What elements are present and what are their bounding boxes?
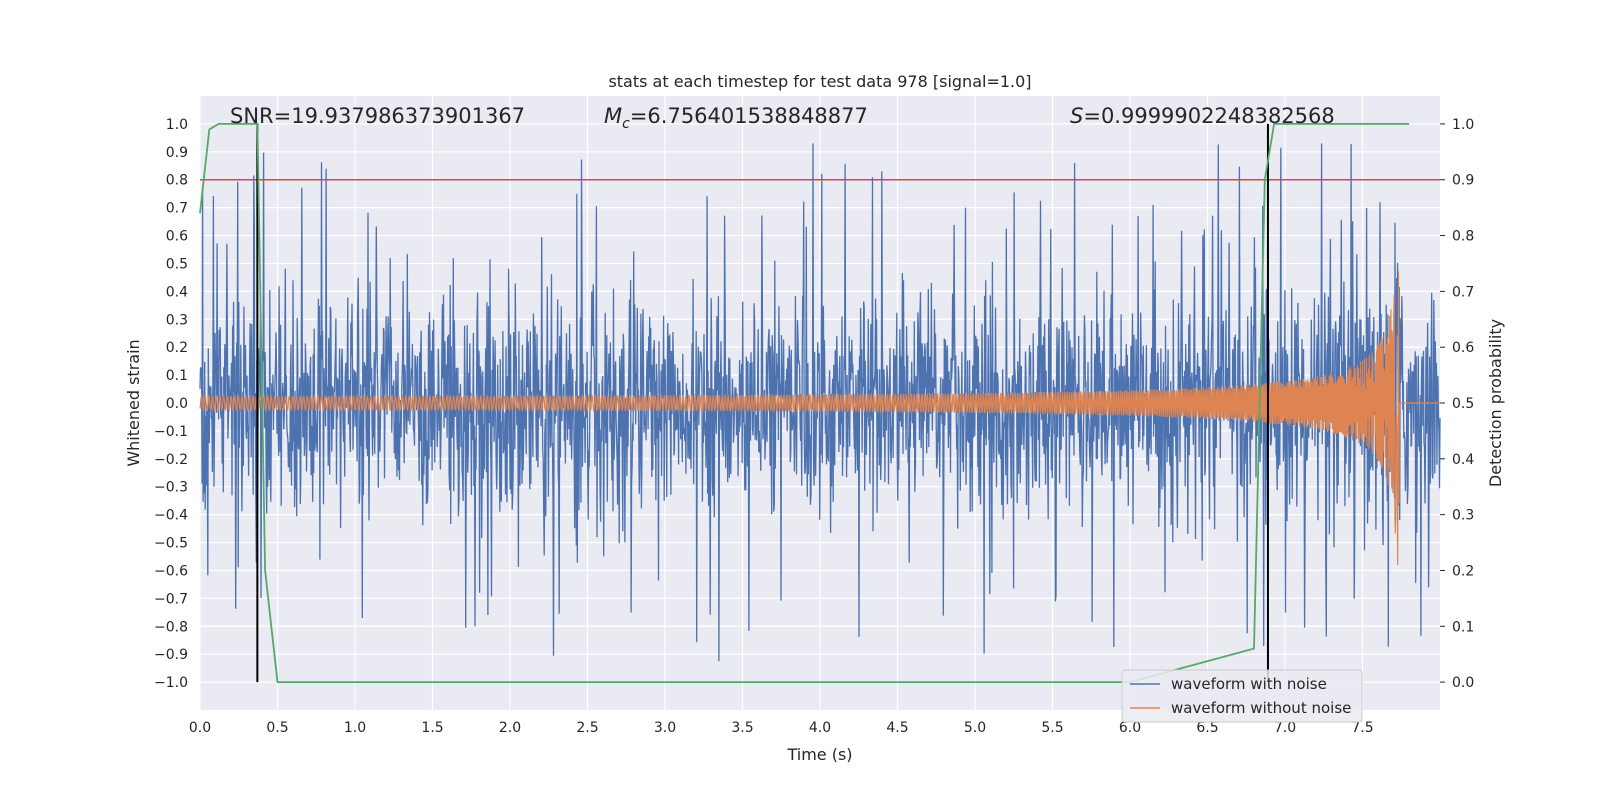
x-tick-label: 1.0 — [344, 720, 366, 736]
score-annotation: S=0.9999902248382568 — [1070, 104, 1335, 128]
y-tick-label: 0.3 — [166, 312, 188, 328]
chirp-line — [199, 271, 1440, 565]
legend-label-clean: waveform without noise — [1171, 699, 1351, 717]
y-tick-label: −0.2 — [154, 452, 188, 468]
y2-tick-label: 0.4 — [1452, 452, 1474, 468]
y2-tick-label: 0.7 — [1452, 284, 1474, 300]
x-tick-label: 1.5 — [421, 720, 443, 736]
x-tick-label: 4.0 — [809, 720, 831, 736]
chirp-mass-value: =6.756401538848877 — [630, 104, 868, 128]
y2-tick-label: 0.6 — [1452, 340, 1474, 356]
y2-tick-label: 0.3 — [1452, 508, 1474, 524]
y-tick-label: −0.7 — [154, 591, 188, 607]
y2-tick-label: 0.5 — [1452, 396, 1474, 412]
x-tick-label: 2.5 — [576, 720, 598, 736]
y-axis-title: Whitened strain — [124, 339, 143, 466]
overlays — [200, 123, 1440, 683]
y2-tick-label: 1.0 — [1452, 117, 1474, 133]
y-axis-ticks: 1.0 0.9 0.8 0.7 0.6 0.5 0.4 0.3 0.2 0.1 0.0 −0.1 −0.… — [154, 117, 188, 691]
score-value: =0.9999902248382568 — [1083, 104, 1334, 128]
y-tick-label: 0.1 — [166, 368, 188, 384]
chirp-mass-symbol: M — [604, 104, 622, 128]
y-tick-label: 0.0 — [166, 396, 188, 412]
y-tick-label: −0.9 — [154, 647, 188, 663]
legend-label-noise: waveform with noise — [1171, 675, 1327, 693]
y-tick-label: 1.0 — [166, 117, 188, 133]
y-tick-label: 0.7 — [166, 201, 188, 217]
x-tick-label: 0.5 — [266, 720, 288, 736]
chirp-mass-subscript: c — [622, 116, 630, 132]
y2-tick-label: 0.1 — [1452, 619, 1474, 635]
chirp-mass-annotation: Mc=6.756401538848877 — [604, 104, 868, 132]
y-tick-label: 0.5 — [166, 256, 188, 272]
x-tick-label: 6.5 — [1196, 720, 1218, 736]
x-axis-ticks: 0.0 0.5 1.0 1.5 2.0 2.5 3.0 3.5 4.0 4.5 5.0 5.5 6.0 6… — [189, 720, 1374, 736]
y-tick-label: −0.1 — [154, 424, 188, 440]
x-tick-label: 2.0 — [499, 720, 521, 736]
x-tick-label: 4.5 — [886, 720, 908, 736]
y2-tick-label: 0.0 — [1452, 675, 1474, 691]
x-tick-label: 3.0 — [654, 720, 676, 736]
x-tick-label: 5.5 — [1041, 720, 1063, 736]
x-tick-label: 0.0 — [189, 720, 211, 736]
noise-line — [199, 143, 1441, 662]
y-tick-label: 0.2 — [166, 340, 188, 356]
y2-axis-title: Detection probability — [1486, 319, 1505, 487]
x-tick-label: 3.5 — [731, 720, 753, 736]
x-tick-label: 7.5 — [1351, 720, 1373, 736]
y-tick-label: −0.4 — [154, 508, 188, 524]
y-tick-label: −0.5 — [154, 536, 188, 552]
y-tick-label: −0.6 — [154, 563, 188, 579]
x-tick-label: 6.0 — [1119, 720, 1141, 736]
y-tick-label: 0.6 — [166, 229, 188, 245]
x-tick-label: 5.0 — [964, 720, 986, 736]
waveform-without-noise-series — [199, 271, 1440, 565]
y2-tick-label: 0.9 — [1452, 173, 1474, 189]
snr-annotation: SNR=19.937986373901367 — [230, 104, 525, 128]
y-tick-label: 0.8 — [166, 173, 188, 189]
x-tick-label: 7.0 — [1274, 720, 1296, 736]
y-tick-label: −0.3 — [154, 480, 188, 496]
legend[interactable]: waveform with noise waveform without noi… — [1121, 669, 1363, 723]
waveform-with-noise-series — [199, 143, 1441, 662]
y-tick-label: 0.9 — [166, 145, 188, 161]
chart-title: stats at each timestep for test data 978… — [608, 72, 1031, 91]
x-axis-title: Time (s) — [786, 745, 852, 764]
y2-tick-label: 0.2 — [1452, 563, 1474, 579]
legend-box — [1121, 669, 1363, 723]
y-tick-label: −1.0 — [154, 675, 188, 691]
y2-tick-label: 0.8 — [1452, 229, 1474, 245]
y2-axis-ticks: 1.0 0.9 0.8 0.7 0.6 0.5 0.4 0.3 0.2 0.1 0.0 — [1440, 117, 1474, 691]
y-tick-label: −0.8 — [154, 619, 188, 635]
score-symbol: S — [1070, 104, 1083, 128]
y-tick-label: 0.4 — [166, 284, 188, 300]
